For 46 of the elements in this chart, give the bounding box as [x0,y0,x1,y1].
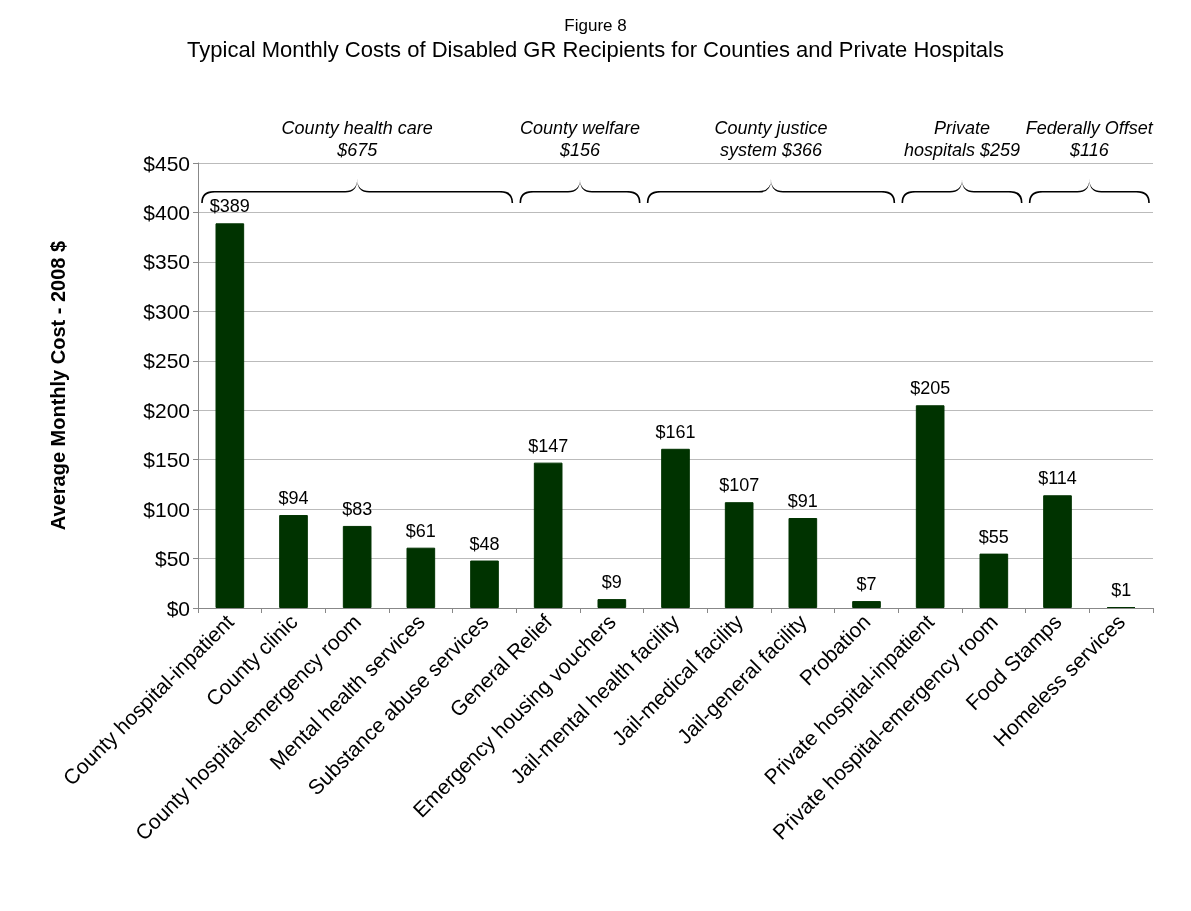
y-tick-label: $100 [143,497,190,521]
bar [852,601,881,608]
y-tick-label: $400 [143,200,190,224]
y-tick-label: $200 [143,398,190,422]
data-label: $83 [342,498,373,519]
text: County justice system $366 [713,117,829,161]
y-tick-label: $450 [143,151,190,175]
chart-title: Figure 8 [564,16,627,35]
bar [724,502,754,608]
data-label: $9 [601,572,622,593]
data-label: $1 [1111,580,1132,601]
data-label: $205 [910,378,951,399]
data-label: $55 [978,526,1009,547]
bar [533,462,563,608]
y-tick-label: $300 [143,299,190,323]
data-label: $114 [1038,468,1077,489]
text: County health care $675 [280,117,434,161]
bar [915,405,945,608]
chart-subtitle: Typical Monthly Costs of Disabled GR Recipients for Counties and Private Hospitals [187,36,1004,62]
bar [1043,495,1072,608]
data-label: $7 [856,574,877,595]
bar [406,547,436,608]
bar [788,518,818,608]
data-label: $48 [469,533,500,554]
data-label: $161 [655,421,696,442]
text: Private hospitals $259 [902,117,1022,161]
bar [597,599,627,608]
y-tick-label: $50 [154,547,190,571]
bar [279,515,308,608]
text: County welfare $156 [518,117,642,161]
bar [979,553,1009,608]
y-tick-label: $250 [143,349,190,373]
data-label: $61 [405,520,436,541]
data-label: $94 [278,488,309,509]
bar [661,448,690,608]
data-label: $107 [719,475,760,496]
data-label: $91 [787,491,818,512]
y-tick-label: $350 [143,250,190,274]
y-axis-title: Average Monthly Cost - 2008 $ [47,240,69,531]
y-tick-label: $150 [143,448,190,472]
bar [342,525,372,608]
data-label: $389 [209,196,250,217]
bar [470,560,499,608]
data-label: $147 [528,435,569,456]
bar [215,223,245,608]
text: Federally Offset $116 [1024,117,1155,161]
